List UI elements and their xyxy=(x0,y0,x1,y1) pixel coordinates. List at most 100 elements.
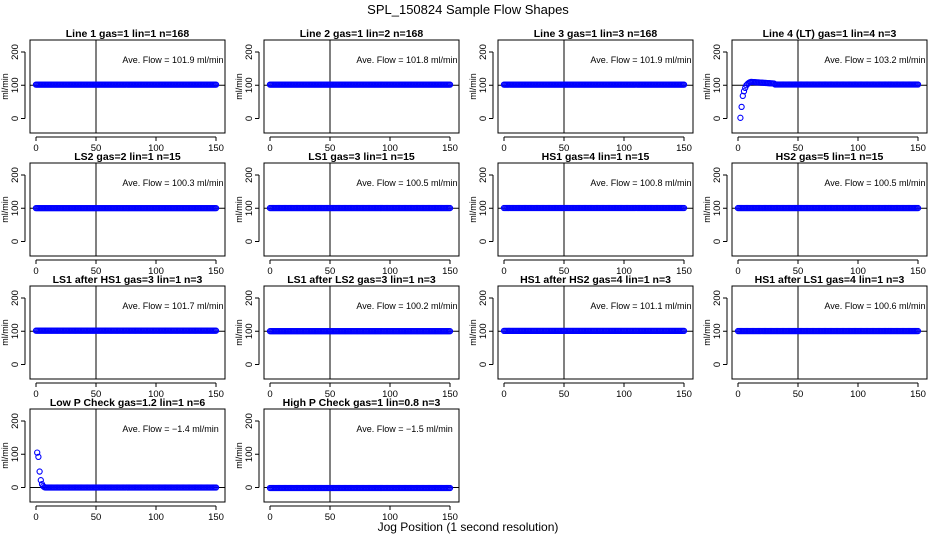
x-tick-label: 50 xyxy=(793,143,804,154)
x-tick-label: 50 xyxy=(793,266,804,277)
data-point xyxy=(680,204,688,212)
data-point xyxy=(446,484,454,492)
data-series xyxy=(266,204,454,212)
y-tick-label: 100 xyxy=(10,446,21,462)
average-flow-annotation: Ave. Flow = 100.2 ml/min xyxy=(356,301,457,311)
panel-title: HS2 gas=5 lin=1 n=15 xyxy=(776,151,884,163)
average-flow-annotation: Ave. Flow = −1.5 ml/min xyxy=(356,424,452,434)
y-tick-label: 100 xyxy=(478,200,489,216)
x-tick-label: 0 xyxy=(33,266,38,277)
data-series xyxy=(32,327,220,334)
x-tick-label: 150 xyxy=(208,266,224,277)
y-tick-label: 100 xyxy=(244,200,255,216)
plot-box xyxy=(731,39,928,134)
data-series xyxy=(266,328,454,335)
y-tick-label: 0 xyxy=(10,362,21,367)
x-tick-label: 100 xyxy=(148,143,164,154)
average-flow-annotation: Ave. Flow = 100.5 ml/min xyxy=(824,178,925,188)
average-flow-annotation: Ave. Flow = 101.8 ml/min xyxy=(356,55,457,65)
x-tick-label: 0 xyxy=(735,389,740,400)
x-tick-label: 150 xyxy=(442,389,458,400)
data-series xyxy=(266,81,454,88)
x-tick-label: 100 xyxy=(616,143,632,154)
panel-7: HS1 gas=4 lin=1 n=15 0 100 200 ml/min 0 50 100 1… xyxy=(468,151,694,277)
y-axis-label: ml/min xyxy=(0,319,10,346)
data-series xyxy=(500,204,688,212)
x-tick-label: 50 xyxy=(559,266,570,277)
plot-box xyxy=(29,285,226,380)
data-series xyxy=(500,327,688,335)
panel-title: High P Check gas=1 lin=0.8 n=3 xyxy=(283,397,441,409)
panel-title: HS1 gas=4 lin=1 n=15 xyxy=(542,151,650,163)
y-tick-label: 100 xyxy=(478,77,489,93)
panel-5: LS2 gas=2 lin=1 n=15 0 100 200 ml/min 0 50 100 1… xyxy=(0,151,226,277)
y-axis-label: ml/min xyxy=(234,319,244,346)
data-point xyxy=(446,81,454,88)
y-tick-label: 100 xyxy=(10,77,21,93)
x-tick-label: 100 xyxy=(148,389,164,400)
panel-14: High P Check gas=1 lin=0.8 n=3 0 100 200 ml/… xyxy=(234,397,460,523)
x-tick-label: 0 xyxy=(501,266,506,277)
x-tick-label: 100 xyxy=(850,143,866,154)
y-tick-label: 100 xyxy=(712,77,723,93)
x-tick-label: 0 xyxy=(267,143,272,154)
data-point xyxy=(737,114,744,121)
y-tick-label: 200 xyxy=(478,167,489,183)
plot-box xyxy=(731,162,928,257)
panel-6: LS1 gas=3 lin=1 n=15 0 100 200 ml/min 0 50 100 1… xyxy=(234,151,460,277)
panel-3: Line 3 gas=1 lin=3 n=168 0 100 200 ml/min 0 50… xyxy=(468,28,694,154)
panel-title: Line 1 gas=1 lin=1 n=168 xyxy=(66,28,190,40)
x-tick-label: 0 xyxy=(501,143,506,154)
panel-8: HS2 gas=5 lin=1 n=15 0 100 200 ml/min 0 50 100 1… xyxy=(702,151,928,277)
data-point xyxy=(446,204,454,212)
y-tick-label: 100 xyxy=(244,323,255,339)
average-flow-annotation: Ave. Flow = 101.9 ml/min xyxy=(122,55,223,65)
x-tick-label: 0 xyxy=(267,389,272,400)
x-tick-label: 50 xyxy=(91,512,102,523)
average-flow-annotation: Ave. Flow = 100.6 ml/min xyxy=(824,301,925,311)
data-point xyxy=(212,205,220,212)
x-tick-label: 150 xyxy=(208,143,224,154)
x-tick-label: 0 xyxy=(267,512,272,523)
panel-title: LS1 after HS1 gas=3 lin=1 n=3 xyxy=(53,274,203,286)
x-tick-label: 150 xyxy=(676,143,692,154)
panel-title: Line 4 (LT) gas=1 lin=4 n=3 xyxy=(763,28,897,40)
x-tick-label: 100 xyxy=(382,266,398,277)
x-tick-label: 150 xyxy=(676,266,692,277)
x-tick-label: 150 xyxy=(442,143,458,154)
panel-1: Line 1 gas=1 lin=1 n=168 0 100 200 ml/min 0 50… xyxy=(0,28,226,154)
y-tick-label: 200 xyxy=(244,413,255,429)
x-tick-label: 50 xyxy=(325,266,336,277)
y-tick-label: 0 xyxy=(244,239,255,244)
y-axis-label: ml/min xyxy=(234,73,244,100)
y-axis-label: ml/min xyxy=(468,196,478,223)
x-tick-label: 50 xyxy=(793,389,804,400)
x-tick-label: 0 xyxy=(33,389,38,400)
plot-box xyxy=(497,162,694,257)
plot-box xyxy=(497,39,694,134)
panel-13: Low P Check gas=1.2 lin=1 n=6 0 100 200 ml/m… xyxy=(0,397,226,523)
data-point xyxy=(37,477,44,484)
y-tick-label: 200 xyxy=(244,167,255,183)
y-tick-label: 200 xyxy=(10,167,21,183)
y-axis-label: ml/min xyxy=(0,196,10,223)
data-series xyxy=(734,327,922,335)
data-series xyxy=(500,81,688,88)
plot-box xyxy=(29,39,226,134)
x-tick-label: 100 xyxy=(616,266,632,277)
y-tick-label: 0 xyxy=(478,362,489,367)
x-tick-label: 100 xyxy=(616,389,632,400)
panel-title: LS2 gas=2 lin=1 n=15 xyxy=(74,151,181,163)
plot-box xyxy=(263,162,460,257)
x-tick-label: 150 xyxy=(910,143,926,154)
y-tick-label: 200 xyxy=(244,44,255,60)
y-tick-label: 0 xyxy=(712,239,723,244)
data-point xyxy=(680,81,688,88)
data-point xyxy=(35,453,42,461)
y-axis-label: ml/min xyxy=(702,319,712,346)
data-series xyxy=(32,205,220,212)
average-flow-annotation: Ave. Flow = −1.4 ml/min xyxy=(122,424,218,434)
panel-4: Line 4 (LT) gas=1 lin=4 n=3 0 100 200 ml/min… xyxy=(702,28,928,154)
x-tick-label: 50 xyxy=(91,389,102,400)
x-axis-label: Jog Position (1 second resolution) xyxy=(378,520,559,534)
